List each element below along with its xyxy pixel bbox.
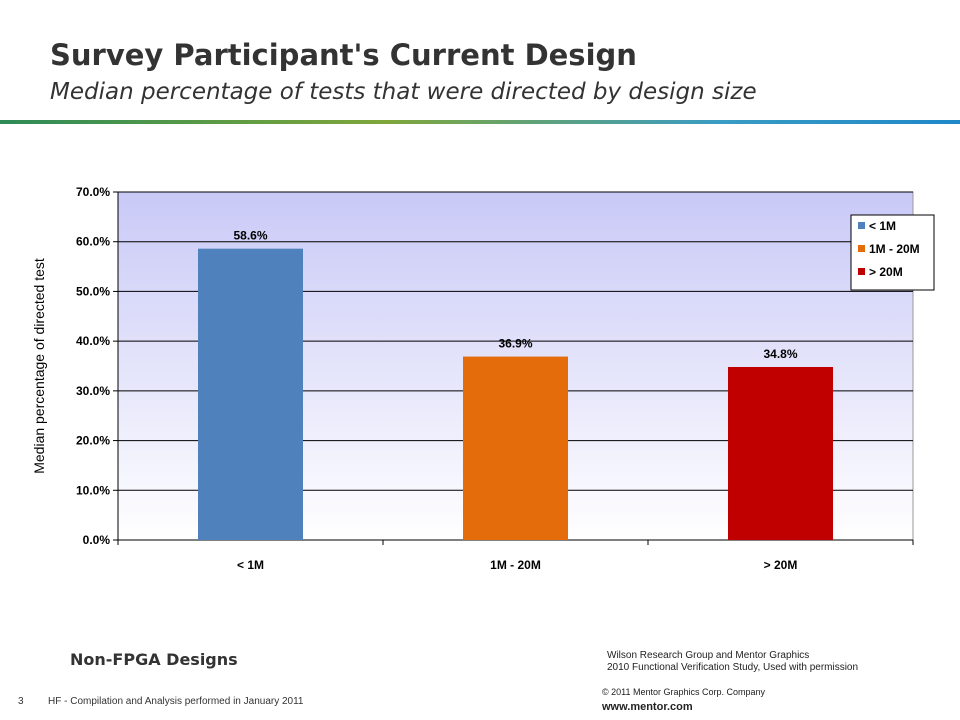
y-tick-label: 30.0% (76, 384, 110, 398)
y-tick-label: 0.0% (83, 533, 111, 547)
x-tick-labels: < 1M 1M - 20M > 20M (117, 540, 914, 572)
bar (198, 248, 303, 540)
title-divider (0, 120, 960, 124)
page-number: 3 (18, 696, 24, 707)
source-line-2: 2010 Functional Verification Study, Used… (607, 662, 859, 673)
y-tick-label: 50.0% (76, 284, 110, 298)
bar (463, 356, 568, 540)
copyright: © 2011 Mentor Graphics Corp. Company (602, 687, 766, 697)
source-line-1: Wilson Research Group and Mentor Graphic… (607, 650, 810, 661)
y-tick-label: 40.0% (76, 334, 110, 348)
source-note: Wilson Research Group and Mentor Graphic… (607, 650, 858, 674)
y-tick-label: 20.0% (76, 434, 110, 448)
footer-note: HF - Compilation and Analysis performed … (48, 696, 304, 707)
legend-swatch (858, 222, 865, 229)
y-tick-labels: 0.0% 10.0% 20.0% 30.0% 40.0% 50.0% 60.0% 70.0% (76, 185, 110, 547)
bar-chart: 58.6% 36.9% 34.8% 0.0% 10.0% 20.0% 30.0% 40.0%… (31, 185, 935, 572)
data-label: 36.9% (498, 337, 532, 351)
y-tick-label: 70.0% (76, 185, 110, 199)
x-tick-label: > 20M (764, 558, 798, 572)
legend-swatch (858, 245, 865, 252)
bar (728, 366, 833, 540)
legend-entry: > 20M (869, 265, 903, 279)
data-label: 34.8% (763, 347, 797, 361)
data-labels: 58.6% 36.9% 34.8% (233, 229, 797, 361)
legend-entry: < 1M (869, 219, 896, 233)
bars (198, 248, 833, 540)
legend: < 1M 1M - 20M > 20M (850, 214, 935, 291)
x-tick-label: 1M - 20M (490, 558, 541, 572)
x-tick-label: < 1M (237, 558, 264, 572)
design-category-label: Non-FPGA Designs (70, 650, 238, 669)
legend-entry: 1M - 20M (869, 242, 920, 256)
y-tick-label: 10.0% (76, 483, 110, 497)
slide-subtitle: Median percentage of tests that were dir… (50, 79, 757, 105)
y-axis-label: Median percentage of directed test (31, 258, 47, 474)
website-link[interactable]: www.mentor.com (602, 701, 693, 713)
y-tick-label: 60.0% (76, 235, 110, 249)
slide-title: Survey Participant's Current Design (50, 38, 637, 72)
legend-swatch (858, 268, 865, 275)
data-label: 58.6% (233, 229, 267, 243)
